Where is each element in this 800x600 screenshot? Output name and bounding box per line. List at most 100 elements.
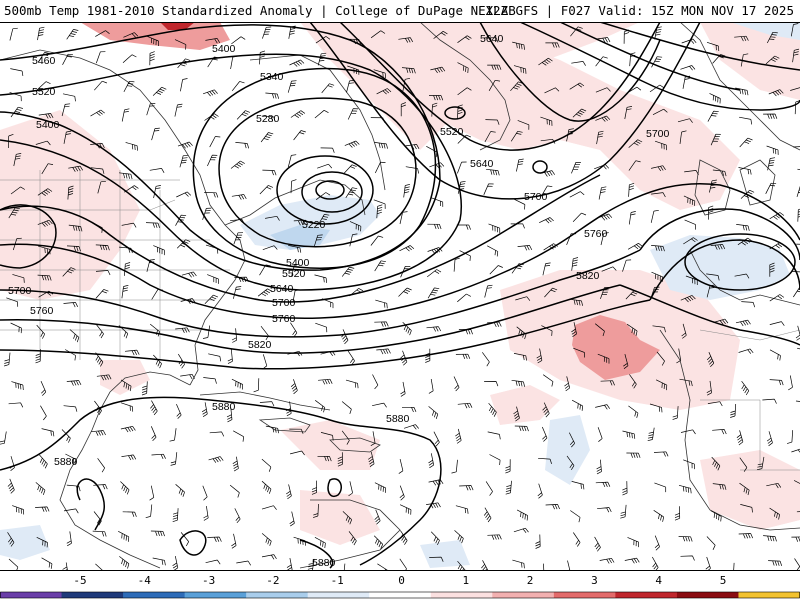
wind-barb (712, 169, 727, 177)
wind-barb (766, 31, 778, 44)
wind-barb (38, 245, 51, 255)
wind-barb (152, 86, 167, 96)
wind-barb (769, 379, 784, 386)
wind-barb (373, 199, 386, 209)
wind-barb (10, 322, 22, 334)
wind-barb (125, 142, 138, 151)
wind-barb (118, 172, 133, 180)
wind-barb (594, 323, 605, 337)
wind-barb (118, 530, 130, 542)
wind-barb (628, 139, 643, 148)
wind-barb (457, 560, 466, 570)
wind-barb (169, 428, 177, 442)
wind-barb (180, 78, 188, 92)
wind-barb (626, 323, 638, 336)
wind-barb (290, 322, 298, 338)
wind-barb (428, 406, 439, 420)
wind-barb (146, 103, 156, 116)
wind-barb (286, 484, 292, 500)
wind-barb (683, 237, 698, 245)
wind-barb (622, 259, 632, 272)
wind-barb (677, 118, 693, 123)
wind-barb (208, 456, 224, 463)
wind-barb (402, 77, 411, 92)
wind-barb (40, 405, 47, 421)
wind-barb (175, 327, 190, 333)
wind-barb (121, 108, 130, 122)
wind-barb (545, 504, 560, 510)
wind-barb (756, 456, 765, 471)
wind-barb (400, 381, 406, 397)
wind-barb (651, 556, 659, 570)
wind-barb (373, 535, 384, 549)
wind-barb (542, 402, 550, 418)
wind-barb (307, 558, 315, 570)
wind-barb (95, 270, 111, 276)
wind-barb (289, 428, 304, 434)
wind-barb (626, 452, 641, 458)
wind-barb (236, 110, 251, 120)
contour-label: 5880 (386, 413, 410, 425)
wind-barb (428, 479, 444, 486)
coastlines (0, 22, 800, 569)
wind-barb (513, 353, 527, 361)
wind-barb (233, 232, 244, 245)
wind-barb (458, 329, 473, 335)
wind-barb (261, 480, 272, 494)
wind-barb (683, 459, 695, 470)
wind-barb (292, 289, 301, 303)
wind-barb (124, 349, 140, 356)
wind-barb (314, 400, 326, 413)
wind-barb (229, 484, 240, 498)
wind-barb (41, 557, 53, 569)
wind-barb (349, 221, 362, 232)
wind-barb (539, 217, 554, 224)
wind-barb (765, 182, 777, 194)
wind-barb (797, 347, 800, 350)
wind-barb (120, 379, 132, 392)
wind-barb (261, 458, 272, 472)
wind-barb (568, 432, 576, 448)
wind-barb (457, 35, 472, 43)
contour-label: 5280 (256, 113, 280, 125)
wind-barb (573, 347, 585, 358)
wind-barb (428, 453, 435, 469)
wind-barb (544, 87, 560, 94)
wind-barb (454, 530, 464, 544)
wind-barb (566, 233, 577, 246)
wind-barb (788, 375, 793, 391)
wind-barb (202, 89, 218, 97)
wind-barb (706, 380, 712, 396)
wind-barb (487, 534, 502, 540)
wind-barb (227, 349, 233, 364)
wind-barb (650, 286, 660, 299)
wind-barb (451, 459, 458, 474)
wind-barb (7, 478, 15, 494)
contour-label: 5400 (36, 119, 60, 131)
contour-label: 5520 (282, 268, 306, 280)
political-borders (0, 170, 800, 471)
wind-barb (286, 401, 292, 417)
wind-barb (343, 164, 357, 174)
wind-barb (763, 535, 777, 542)
wind-barb (145, 222, 160, 229)
wind-barb (628, 211, 636, 225)
contour-label: 5700 (524, 191, 548, 203)
wind-barb (69, 329, 80, 343)
wind-barb (769, 242, 785, 250)
wind-barb (293, 130, 306, 141)
height-contours (0, 22, 800, 569)
wind-barb (231, 194, 247, 200)
wind-barb (180, 532, 190, 547)
wind-barb (370, 30, 386, 39)
wind-barb (90, 167, 105, 174)
wind-barb (656, 351, 665, 366)
wind-barb (595, 56, 608, 67)
wind-barb (399, 530, 408, 545)
wind-barb (376, 348, 391, 355)
wind-barb (566, 128, 574, 142)
peak-warm-anomaly (160, 22, 195, 30)
wind-barb (566, 455, 575, 470)
wind-barb (176, 191, 192, 198)
wind-barb (429, 556, 444, 562)
